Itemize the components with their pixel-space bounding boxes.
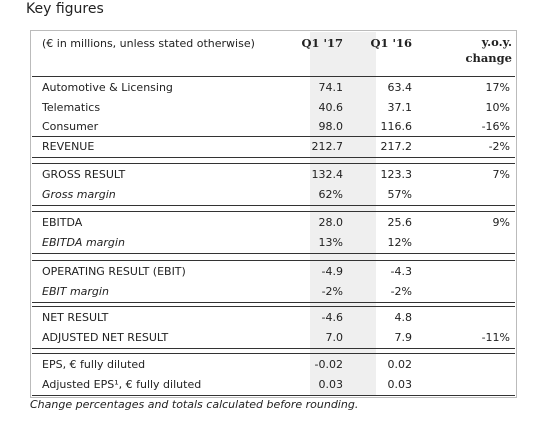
- cell-value: 37.1: [387, 100, 413, 114]
- group-box: [32, 353, 515, 396]
- cell-value: 10%: [485, 100, 510, 114]
- cell-value: 0.03: [387, 377, 413, 391]
- cell-value: 116.6: [380, 120, 413, 133]
- cell-value: 7%: [492, 168, 510, 181]
- row-label: NET RESULT: [42, 311, 109, 324]
- cell-value: -0.02: [314, 358, 343, 371]
- row-label: REVENUE: [42, 139, 95, 153]
- row-label: EPS, € fully diluted: [42, 358, 146, 371]
- cell-value: 7.9: [394, 330, 413, 344]
- cell-value: 7.0: [325, 330, 344, 344]
- column-shade: [310, 32, 376, 396]
- header-cell: Q1 '16: [370, 36, 412, 50]
- cell-value: 0.02: [387, 358, 413, 371]
- row-label: EBIT margin: [42, 284, 109, 298]
- cell-value: 40.6: [318, 100, 344, 114]
- row-label: Adjusted EPS¹, € fully diluted: [42, 377, 202, 391]
- cell-value: 63.4: [387, 81, 413, 94]
- cell-value: 98.0: [318, 120, 344, 133]
- cell-value: -4.6: [321, 311, 343, 324]
- header-cell: (€ in millions, unless stated otherwise): [42, 37, 255, 50]
- cell-value: 74.1: [318, 81, 344, 94]
- cell-value: 28.0: [318, 216, 344, 229]
- cell-value: 132.4: [311, 168, 344, 181]
- group-box: [32, 211, 515, 254]
- row-label: GROSS RESULT: [42, 168, 126, 181]
- cell-value: 123.3: [380, 168, 413, 181]
- cell-value: -2%: [488, 139, 510, 153]
- row-label: EBITDA margin: [42, 235, 125, 249]
- table-frame: [30, 30, 517, 398]
- group-box: [32, 306, 515, 349]
- row-label: Automotive & Licensing: [42, 81, 173, 94]
- cell-value: 12%: [387, 235, 412, 249]
- title: Key figures: [26, 1, 104, 17]
- cell-value: -4.9: [321, 265, 343, 278]
- cell-value: 62%: [318, 187, 343, 201]
- cell-value: 13%: [318, 235, 343, 249]
- cell-value: 25.6: [387, 216, 413, 229]
- row-label: EBITDA: [42, 216, 83, 229]
- cell-value: -2%: [321, 284, 343, 298]
- footnote: Change percentages and totals calculated…: [30, 398, 359, 411]
- cell-value: 57%: [387, 187, 412, 201]
- row-label: Telematics: [42, 100, 101, 114]
- cell-value: -11%: [481, 330, 510, 344]
- row-label: ADJUSTED NET RESULT: [42, 330, 169, 344]
- header-cell: Q1 '17: [301, 36, 343, 50]
- row-label: Consumer: [42, 120, 99, 133]
- cell-value: -16%: [481, 120, 510, 133]
- header-cell: y.o.y. change: [465, 35, 512, 65]
- row-label: Gross margin: [42, 187, 116, 201]
- cell-value: 17%: [485, 81, 510, 94]
- group-box: [32, 76, 515, 158]
- group-box: [32, 260, 515, 303]
- cell-value: -2%: [390, 284, 412, 298]
- cell-value: -4.3: [390, 265, 412, 278]
- separator: [32, 135, 515, 137]
- row-label: OPERATING RESULT (EBIT): [42, 265, 186, 278]
- cell-value: 0.03: [318, 377, 344, 391]
- cell-value: 212.7: [311, 139, 344, 153]
- cell-value: 9%: [492, 216, 510, 229]
- group-box: [32, 163, 515, 206]
- cell-value: 4.8: [394, 311, 413, 324]
- cell-value: 217.2: [380, 139, 413, 153]
